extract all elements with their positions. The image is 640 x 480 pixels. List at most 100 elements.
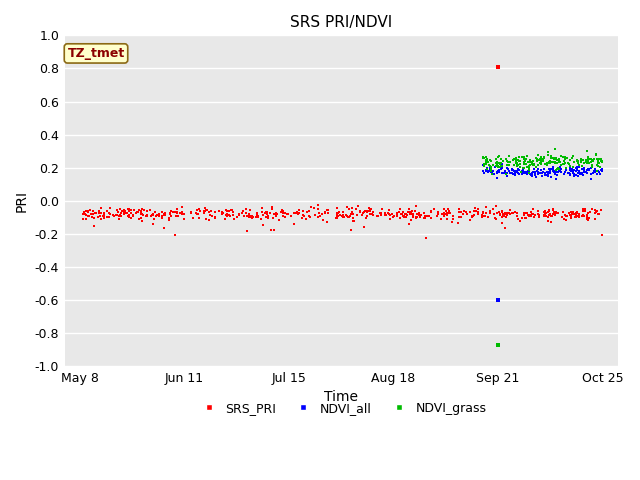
Point	[253, 212, 263, 220]
Point	[564, 210, 574, 217]
Point	[389, 212, 399, 220]
Point	[90, 210, 100, 217]
Point	[347, 204, 357, 212]
Point	[519, 210, 529, 217]
Point	[242, 212, 252, 219]
Point	[104, 213, 115, 221]
Point	[148, 220, 158, 228]
Text: TZ_tmet: TZ_tmet	[67, 47, 125, 60]
Point	[596, 157, 606, 165]
Point	[362, 208, 372, 216]
Point	[271, 210, 281, 217]
Point	[557, 153, 568, 161]
Point	[492, 158, 502, 166]
Point	[331, 214, 341, 222]
Point	[96, 215, 106, 223]
Point	[478, 167, 488, 174]
Point	[89, 223, 99, 230]
Point	[541, 161, 552, 168]
Point	[395, 205, 405, 213]
Point	[345, 212, 355, 220]
Point	[228, 211, 238, 218]
Point	[493, 341, 503, 348]
Point	[508, 170, 518, 178]
Point	[410, 203, 420, 210]
Point	[199, 209, 209, 217]
Point	[597, 231, 607, 239]
Point	[150, 208, 160, 216]
Point	[372, 213, 382, 220]
Point	[115, 211, 125, 219]
Point	[515, 157, 525, 165]
Point	[88, 210, 99, 218]
Point	[438, 211, 449, 218]
Point	[561, 212, 572, 219]
Point	[573, 169, 583, 177]
Point	[432, 212, 442, 219]
Point	[440, 210, 450, 218]
Point	[405, 208, 415, 216]
Point	[392, 210, 402, 217]
Point	[496, 159, 506, 167]
Point	[555, 168, 565, 175]
Point	[442, 209, 452, 216]
Point	[519, 155, 529, 163]
Point	[228, 208, 238, 216]
Point	[596, 167, 607, 175]
Point	[160, 209, 170, 216]
Point	[588, 157, 598, 165]
Point	[406, 216, 416, 224]
Point	[500, 213, 511, 221]
Point	[381, 212, 391, 219]
Point	[562, 154, 572, 161]
Point	[550, 145, 560, 153]
Point	[543, 172, 553, 180]
Point	[221, 211, 232, 219]
Point	[591, 208, 601, 216]
Point	[563, 169, 573, 177]
Point	[271, 210, 282, 218]
Point	[478, 162, 488, 169]
Point	[497, 213, 508, 221]
Point	[507, 209, 517, 216]
Point	[392, 211, 402, 219]
Point	[303, 212, 314, 220]
Point	[519, 155, 529, 162]
Point	[108, 211, 118, 219]
Point	[555, 163, 565, 170]
Point	[504, 168, 515, 175]
Point	[234, 210, 244, 218]
Point	[492, 169, 502, 177]
Point	[480, 212, 490, 219]
Point	[494, 168, 504, 176]
Point	[481, 156, 492, 164]
Point	[559, 157, 569, 165]
Point	[582, 215, 592, 222]
Point	[568, 208, 578, 216]
Point	[538, 157, 548, 165]
Point	[592, 207, 602, 215]
Point	[572, 166, 582, 174]
Point	[276, 208, 286, 216]
Point	[497, 219, 507, 227]
Point	[552, 165, 562, 172]
Point	[400, 210, 410, 217]
Point	[424, 212, 434, 220]
Point	[488, 167, 499, 174]
Point	[514, 154, 524, 161]
Point	[551, 166, 561, 174]
Point	[537, 172, 547, 180]
Point	[590, 216, 600, 223]
Point	[577, 169, 588, 177]
Point	[465, 216, 476, 224]
Point	[506, 166, 516, 173]
Point	[524, 168, 534, 176]
Point	[173, 212, 184, 220]
Point	[490, 203, 500, 210]
Point	[168, 208, 178, 216]
Point	[560, 153, 570, 161]
Point	[551, 175, 561, 183]
Point	[533, 166, 543, 173]
Point	[293, 210, 303, 217]
Point	[99, 210, 109, 217]
